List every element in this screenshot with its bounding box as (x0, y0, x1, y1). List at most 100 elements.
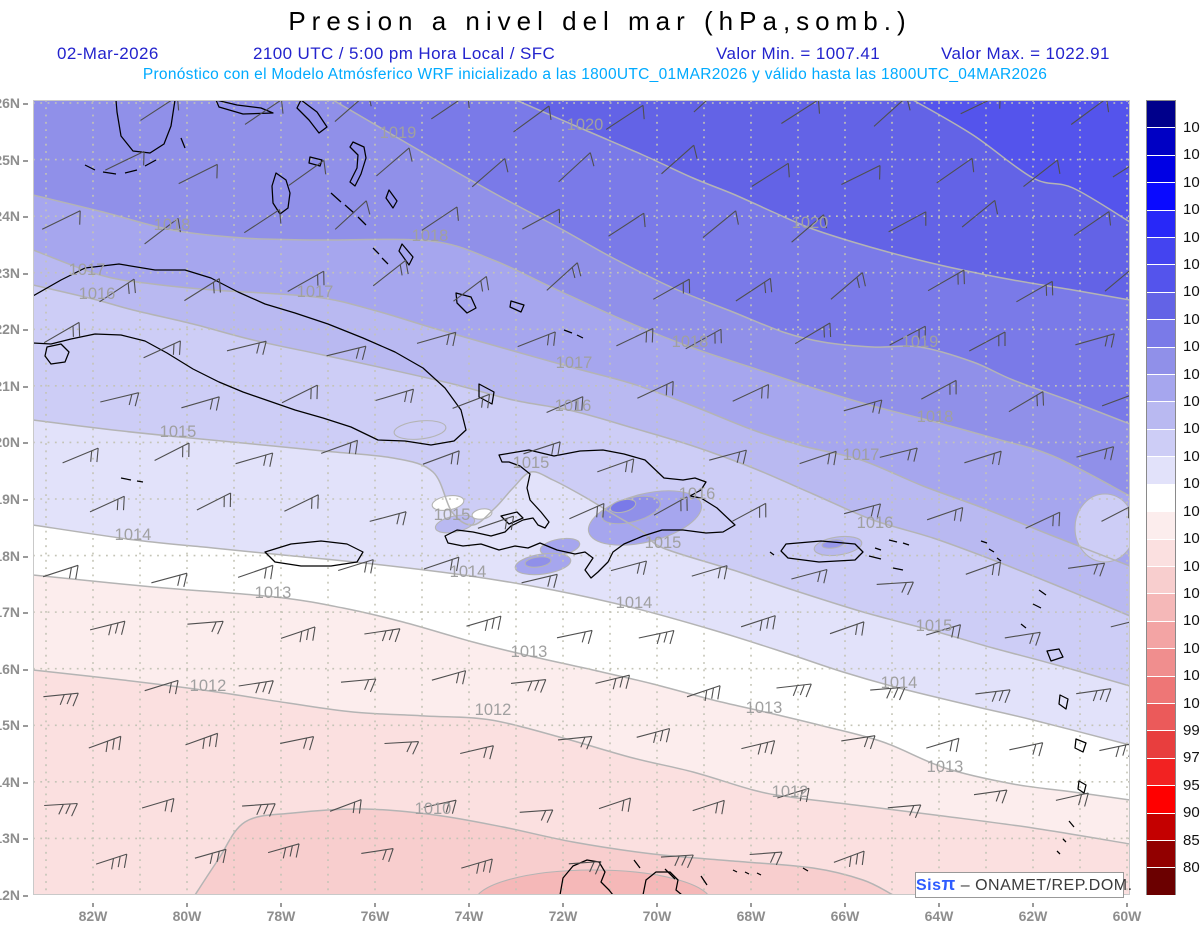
lat-label-15N: 15N (0, 717, 28, 733)
coastline-virgin-islands (888, 539, 910, 571)
valor-max-label: Valor Max. = 1022.91 (941, 44, 1110, 63)
colorbar (1146, 100, 1176, 896)
svg-text:1017: 1017 (843, 446, 880, 464)
colorbar-label-1008: 1008 (1183, 584, 1200, 602)
colorbar-label-1002: 1002 (1183, 667, 1200, 685)
colorbar-label-990: 990 (1183, 722, 1200, 740)
svg-text:1015: 1015 (513, 454, 550, 472)
coastline-ragged-cays (372, 247, 389, 265)
lon-label-62W: 62W (1011, 903, 1055, 924)
svg-text:1017: 1017 (297, 283, 334, 301)
colorbar-segment (1147, 786, 1175, 814)
valor-min-label: Valor Min. = 1007.41 (716, 44, 881, 63)
svg-text:1018: 1018 (917, 408, 954, 426)
colorbar-label-1014: 1014 (1183, 475, 1200, 493)
colorbar-segment (1147, 566, 1175, 595)
colorbar-segment (1147, 101, 1175, 129)
colorbar-label-1000: 1000 (1183, 694, 1200, 712)
colorbar-label-1016: 1016 (1183, 420, 1200, 438)
lat-label-20N: 20N (0, 434, 28, 450)
lat-label-22N: 22N (0, 321, 28, 337)
pressure-map: 1019 1020 1020 1018 1018 1017 1016 1017 1018 1019… (33, 100, 1130, 895)
coastline-bimini (180, 137, 186, 149)
colorbar-segment (1147, 155, 1175, 184)
coastline-antigua-barbuda (1032, 589, 1047, 609)
lat-label-18N: 18N (0, 548, 28, 564)
wind-barbs (41, 100, 1130, 875)
lat-label-23N: 23N (0, 265, 28, 281)
colorbar-label-1004: 1004 (1183, 639, 1200, 657)
colorbar-label-1022: 1022 (1183, 283, 1200, 301)
date-label: 02-Mar-2026 (57, 44, 159, 63)
lat-label-13N: 13N (0, 830, 28, 846)
colorbar-segment (1147, 703, 1175, 732)
colorbar-label-1015: 1015 (1183, 447, 1200, 465)
colorbar-label-1040: 1040 (1183, 146, 1200, 164)
lon-label-76W: 76W (353, 903, 397, 924)
svg-text:1019: 1019 (380, 124, 417, 142)
coastline-bonaire (700, 875, 708, 886)
lon-label-66W: 66W (823, 903, 867, 924)
svg-text:1016: 1016 (679, 485, 716, 503)
colorbar-segment (1147, 183, 1175, 211)
lon-label-72W: 72W (541, 903, 585, 924)
colorbar-label-1035: 1035 (1183, 173, 1200, 191)
colorbar-segment (1147, 840, 1175, 869)
coastline-martinique (1074, 738, 1087, 753)
coastline-new-providence (308, 156, 323, 167)
colorbar-label-1028: 1028 (1183, 228, 1200, 246)
coastline-montserrat (1020, 623, 1027, 629)
coastline-florida-keys (84, 159, 157, 175)
colorbar-segment (1147, 731, 1175, 759)
coastline-turks-caicos (563, 329, 584, 339)
lat-label-14N: 14N (0, 774, 28, 790)
sispi-logo-pi-icon: π (941, 874, 956, 894)
contour-labels: 1019 1020 1020 1018 1018 1017 1016 1017 1018 1019… (69, 116, 964, 818)
svg-text:1012: 1012 (190, 677, 227, 695)
lon-label-70W: 70W (635, 903, 679, 924)
colorbar-label-1006: 1006 (1183, 612, 1200, 630)
svg-text:1016: 1016 (857, 514, 894, 532)
coastlines (33, 100, 1087, 895)
coastline-vieques-culebra (868, 547, 882, 560)
coastline-los-roques (732, 867, 809, 876)
colorbar-segment (1147, 292, 1175, 321)
svg-text:1015: 1015 (434, 506, 471, 524)
coastline-eleuthera (349, 141, 367, 187)
colorbar-segment (1147, 265, 1175, 293)
svg-text:1013: 1013 (927, 758, 964, 776)
svg-text:1014: 1014 (450, 563, 487, 581)
colorbar-label-1012: 1012 (1183, 530, 1200, 548)
coastline-guadeloupe (1046, 648, 1064, 662)
colorbar-segment (1147, 868, 1175, 896)
coastline-dominica (1058, 694, 1069, 710)
lat-label-24N: 24N (0, 208, 28, 224)
coastline-cuba (33, 263, 467, 446)
coastline-isla-juventud (44, 343, 70, 365)
svg-text:1016: 1016 (555, 397, 592, 415)
svg-text:1017: 1017 (556, 354, 593, 372)
colorbar-segment (1147, 457, 1175, 485)
lat-label-21N: 21N (0, 378, 28, 394)
svg-text:1018: 1018 (412, 227, 449, 245)
coastline-st-martin-group (980, 540, 1002, 562)
coastline-st-lucia (1077, 780, 1087, 794)
lat-label-19N: 19N (0, 491, 28, 507)
coastline-crooked-acklins (455, 292, 477, 314)
lat-label-25N: 25N (0, 152, 28, 168)
lat-label-16N: 16N (0, 661, 28, 677)
svg-text:1014: 1014 (616, 594, 653, 612)
colorbar-label-1017: 1017 (1183, 393, 1200, 411)
colorbar-segment (1147, 128, 1175, 156)
colorbar-segment (1147, 347, 1175, 376)
coastline-cayman-islands (120, 477, 144, 483)
lon-label-60W: 60W (1105, 903, 1149, 924)
page-title: Presion a nivel del mar (hPa,somb.) (288, 6, 912, 36)
colorbar-segment (1147, 238, 1175, 266)
coastline-inagua (478, 383, 495, 405)
svg-text:1015: 1015 (160, 423, 197, 441)
lon-label-74W: 74W (447, 903, 491, 924)
svg-text:1014: 1014 (115, 526, 152, 544)
colorbar-segment (1147, 210, 1175, 239)
